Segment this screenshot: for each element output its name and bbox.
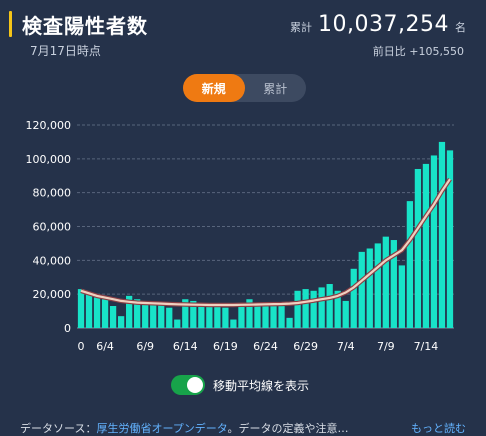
positive-cases-chart: 0 20,000 40,000 60,000 80,000 100,000 120,000 0… — [26, 119, 454, 353]
data-source-note: データソース：厚生労働省オープンデータ。データの定義や注意… — [20, 420, 348, 436]
x-tick-label: 6/9 — [136, 340, 154, 353]
bar — [150, 304, 157, 328]
bar — [382, 236, 389, 328]
moving-average-label: 移動平均線を表示 — [213, 378, 310, 393]
bar — [438, 141, 446, 328]
y-tick-label: 20,000 — [33, 288, 72, 301]
total-unit: 名 — [455, 21, 466, 34]
bar — [174, 319, 181, 328]
view-tabs: 新規 累計 — [183, 74, 306, 102]
source-middle: 。データの定義や注意… — [227, 422, 349, 435]
bar — [190, 300, 197, 328]
bar — [262, 304, 269, 328]
bar — [342, 300, 349, 328]
moving-average-line — [80, 178, 451, 307]
toggle-knob — [187, 377, 203, 393]
y-tick-label: 60,000 — [33, 221, 72, 234]
bar — [270, 302, 277, 328]
day-over-day: 前日比 +105,550 — [373, 43, 464, 59]
bar — [126, 295, 133, 328]
y-tick-label: 120,000 — [26, 119, 72, 132]
bar — [294, 290, 301, 328]
diff-label: 前日比 — [372, 45, 406, 58]
x-tick-label: 7/14 — [414, 340, 439, 353]
x-tick-label: 7/9 — [377, 340, 395, 353]
bar — [430, 155, 438, 328]
bar — [422, 163, 430, 328]
bar — [446, 150, 454, 328]
bar — [398, 265, 405, 328]
bar — [198, 304, 205, 328]
bar — [374, 243, 381, 328]
tab-cumulative[interactable]: 累計 — [263, 81, 288, 96]
x-tick-label: 6/4 — [96, 340, 114, 353]
x-tick-label: 6/19 — [213, 340, 238, 353]
x-tick-label: 0 — [78, 340, 85, 353]
bar — [206, 306, 213, 328]
bar — [366, 248, 373, 328]
bar — [158, 302, 165, 328]
bar — [302, 289, 309, 328]
bar — [310, 290, 317, 328]
total-value: 10,037,254 — [318, 12, 449, 37]
bar — [254, 302, 261, 328]
bar — [142, 302, 149, 328]
x-tick-label: 6/24 — [253, 340, 278, 353]
bar — [117, 316, 125, 328]
bar — [77, 289, 85, 328]
total-label: 累計 — [290, 21, 313, 34]
y-tick-label: 100,000 — [26, 153, 72, 166]
x-tick-label: 6/29 — [293, 340, 318, 353]
bar — [278, 306, 285, 328]
bar — [334, 290, 341, 328]
bar — [109, 306, 117, 328]
page-title: 検査陽性者数 — [22, 14, 148, 38]
bar — [246, 299, 253, 328]
y-tick-label: 40,000 — [33, 254, 72, 267]
source-link[interactable]: 厚生労働省オープンデータ — [96, 422, 228, 435]
moving-average-toggle-row: 移動平均線を表示 — [171, 375, 309, 395]
bar — [182, 299, 189, 328]
bar — [326, 284, 333, 328]
bar — [101, 299, 109, 328]
bar — [134, 299, 141, 328]
y-tick-label: 0 — [64, 322, 71, 335]
source-prefix: データソース： — [20, 422, 97, 435]
bar — [214, 304, 221, 328]
bar — [414, 168, 422, 328]
bar — [286, 317, 293, 328]
bar — [318, 287, 325, 328]
bar — [166, 307, 173, 328]
diff-value: +105,550 — [409, 45, 464, 58]
bar — [358, 251, 365, 328]
y-tick-label: 80,000 — [33, 187, 72, 200]
bar — [230, 319, 237, 328]
x-tick-label: 7/4 — [337, 340, 355, 353]
bar — [222, 307, 229, 328]
bar — [350, 268, 357, 328]
title-accent-bar — [9, 11, 12, 37]
as-of-date: 7月17日時点 — [30, 44, 101, 58]
bar — [238, 304, 245, 328]
tab-new[interactable]: 新規 — [183, 74, 245, 102]
moving-average-toggle[interactable] — [171, 375, 205, 395]
x-tick-label: 6/14 — [173, 340, 198, 353]
cumulative-total: 累計 10,037,254 名 — [290, 12, 466, 37]
bar — [390, 240, 397, 328]
bar — [85, 294, 93, 328]
bar — [93, 297, 101, 328]
read-more-link[interactable]: もっと読む — [411, 422, 466, 435]
bar — [406, 201, 414, 328]
